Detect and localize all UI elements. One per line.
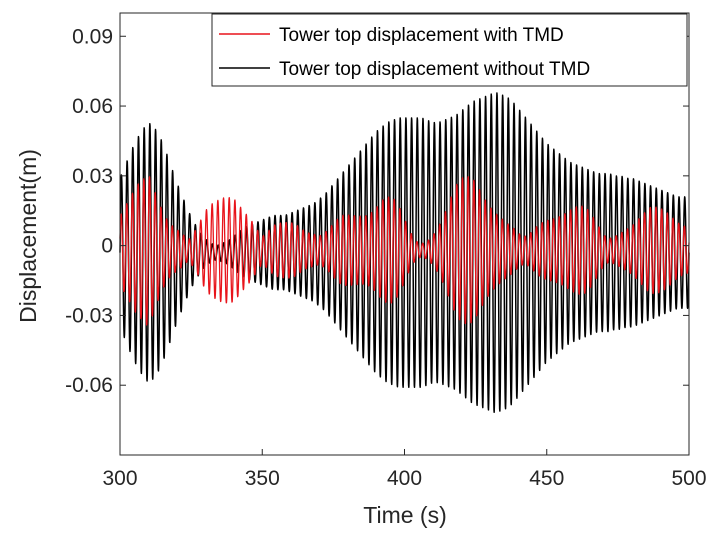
legend: Tower top displacement with TMD Tower to… <box>211 13 688 87</box>
y-axis: -0.06 -0.03 0 0.03 0.06 0.09 <box>65 25 689 397</box>
y-tick-label--0.06: -0.06 <box>65 374 113 397</box>
x-tick-label-350: 350 <box>245 467 280 490</box>
x-tick-label-400: 400 <box>387 467 422 490</box>
y-tick-label-0.09: 0.09 <box>72 25 113 48</box>
y-tick-label-0: 0 <box>101 235 113 258</box>
x-tick-label-450: 450 <box>529 467 564 490</box>
y-tick-label-0.03: 0.03 <box>72 165 113 188</box>
x-tick-label-300: 300 <box>102 467 137 490</box>
legend-box <box>211 13 688 87</box>
x-tick-label-500: 500 <box>671 467 706 490</box>
y-tick-label-0.06: 0.06 <box>72 95 113 118</box>
legend-label-with-tmd: Tower top displacement with TMD <box>279 25 564 46</box>
series-layer <box>119 92 690 413</box>
legend-label-without-tmd: Tower top displacement without TMD <box>279 59 590 80</box>
y-tick-label--0.03: -0.03 <box>65 304 113 327</box>
x-axis-title: Time (s) <box>363 502 446 528</box>
x-axis: 300 350 400 450 500 <box>102 13 707 490</box>
y-axis-title: Displacement(m) <box>15 149 41 323</box>
series-line-with-tmd <box>119 176 690 326</box>
